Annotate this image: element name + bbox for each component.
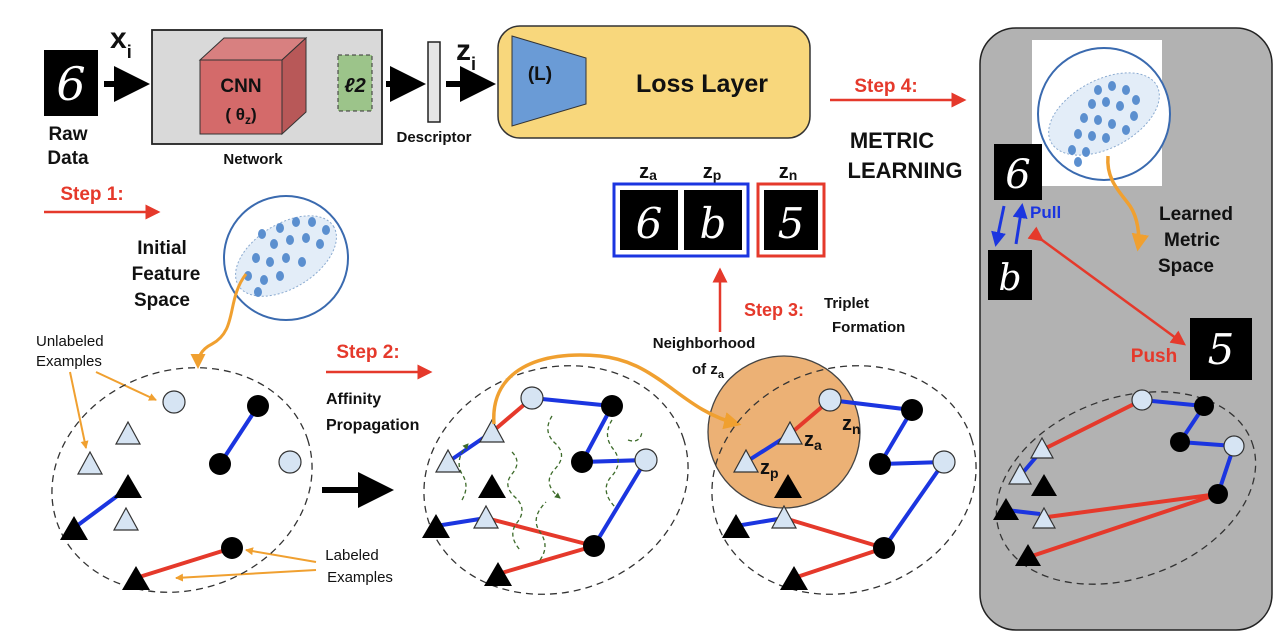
unlabeled-label: Unlabeled [36, 333, 104, 350]
loss-trapezoid [511, 35, 587, 127]
learning-label: LEARNING [848, 158, 963, 183]
anchor-positive-frame [612, 182, 750, 258]
metric-space-label: Metric [1164, 230, 1220, 251]
svg-text:5: 5 [1208, 325, 1235, 374]
network-label: Network [223, 151, 283, 168]
negative-frame [756, 182, 826, 258]
svg-text:6: 6 [636, 199, 663, 248]
l2-label: ℓ2 [344, 75, 365, 97]
pull-positive-digit: b [988, 250, 1032, 300]
svg-text:6: 6 [1005, 152, 1030, 198]
pull-anchor-digit: 6 [994, 144, 1042, 200]
formation-label: Formation [832, 319, 905, 336]
graph-za-label: za [804, 429, 822, 453]
svg-text:b: b [998, 258, 1021, 299]
unlabeled-pointer-1 [95, 371, 157, 401]
z-i-label: zi [456, 34, 476, 74]
anchor-digit-image: 6 [620, 190, 678, 250]
graph-triplet [711, 365, 977, 595]
labeled-label-2: Examples [327, 569, 393, 586]
learned-label: Learned [1159, 204, 1233, 225]
triplet-za-label: za [639, 161, 657, 183]
step4-label: Step 4: [854, 76, 917, 97]
graph-affinity [422, 365, 689, 595]
graph-zp-label: zp [760, 457, 779, 481]
initial-feature-space [223, 195, 349, 321]
learned-feature-space [1037, 47, 1171, 181]
raw-data-label: Raw [48, 124, 87, 145]
initial-label: Initial [137, 238, 187, 259]
loss-layer-label: Loss Layer [636, 70, 768, 98]
graph-initial [51, 367, 313, 593]
orange-arrow-step1 [190, 273, 248, 369]
theta-label: ( θz) [225, 105, 256, 127]
space-label: Space [134, 290, 190, 311]
unlabeled-label-2: Examples [36, 353, 102, 370]
affinity-label: Affinity [326, 391, 381, 408]
positive-digit-image: b [684, 190, 742, 250]
descriptor-bar [427, 41, 441, 123]
push-label: Push [1131, 346, 1177, 367]
step1-label: Step 1: [60, 184, 123, 205]
raw-data-label-2: Data [47, 148, 89, 169]
labeled-pointer-2 [175, 569, 317, 582]
cnn-label: CNN [220, 76, 261, 97]
loss-l-label: (L) [528, 64, 552, 85]
learned-space-label: Space [1158, 256, 1214, 277]
cnn-cube [198, 36, 308, 136]
triplet-label: Triplet [824, 295, 869, 312]
svg-text:6: 6 [56, 57, 85, 111]
step2-label: Step 2: [336, 342, 399, 363]
graph-zn-label: zn [842, 413, 861, 437]
push-arrow [1027, 226, 1187, 346]
svg-text:5: 5 [778, 199, 805, 248]
triplet-zp-label: zp [703, 161, 722, 183]
orange-arc-step2 [492, 353, 742, 430]
labeled-label: Labeled [325, 547, 378, 564]
labeled-pointer-1 [245, 547, 317, 563]
triplet-zn-label: zn [779, 161, 798, 183]
neighborhood-label: Neighborhood [653, 335, 755, 352]
raw-digit-image: 6 [44, 50, 98, 116]
negative-digit-image: 5 [764, 190, 818, 250]
pull-arrow-up [1012, 203, 1028, 245]
step3-label: Step 3: [744, 300, 804, 320]
neighborhood-label-2: of za [692, 361, 725, 381]
metric-label: METRIC [850, 128, 934, 153]
loss-layer-box [497, 25, 811, 139]
svg-text:b: b [700, 199, 727, 248]
x-i-label: xi [110, 22, 132, 62]
propagation-label: Propagation [326, 417, 419, 434]
pull-label: Pull [1030, 203, 1061, 222]
unlabeled-pointer-2 [69, 371, 89, 449]
push-negative-digit: 5 [1190, 318, 1252, 380]
descriptor-label: Descriptor [396, 129, 471, 146]
l2-norm-box [337, 54, 373, 112]
feature-label: Feature [132, 264, 201, 285]
graph-learned [993, 389, 1257, 585]
pull-arrow-down [991, 205, 1006, 247]
